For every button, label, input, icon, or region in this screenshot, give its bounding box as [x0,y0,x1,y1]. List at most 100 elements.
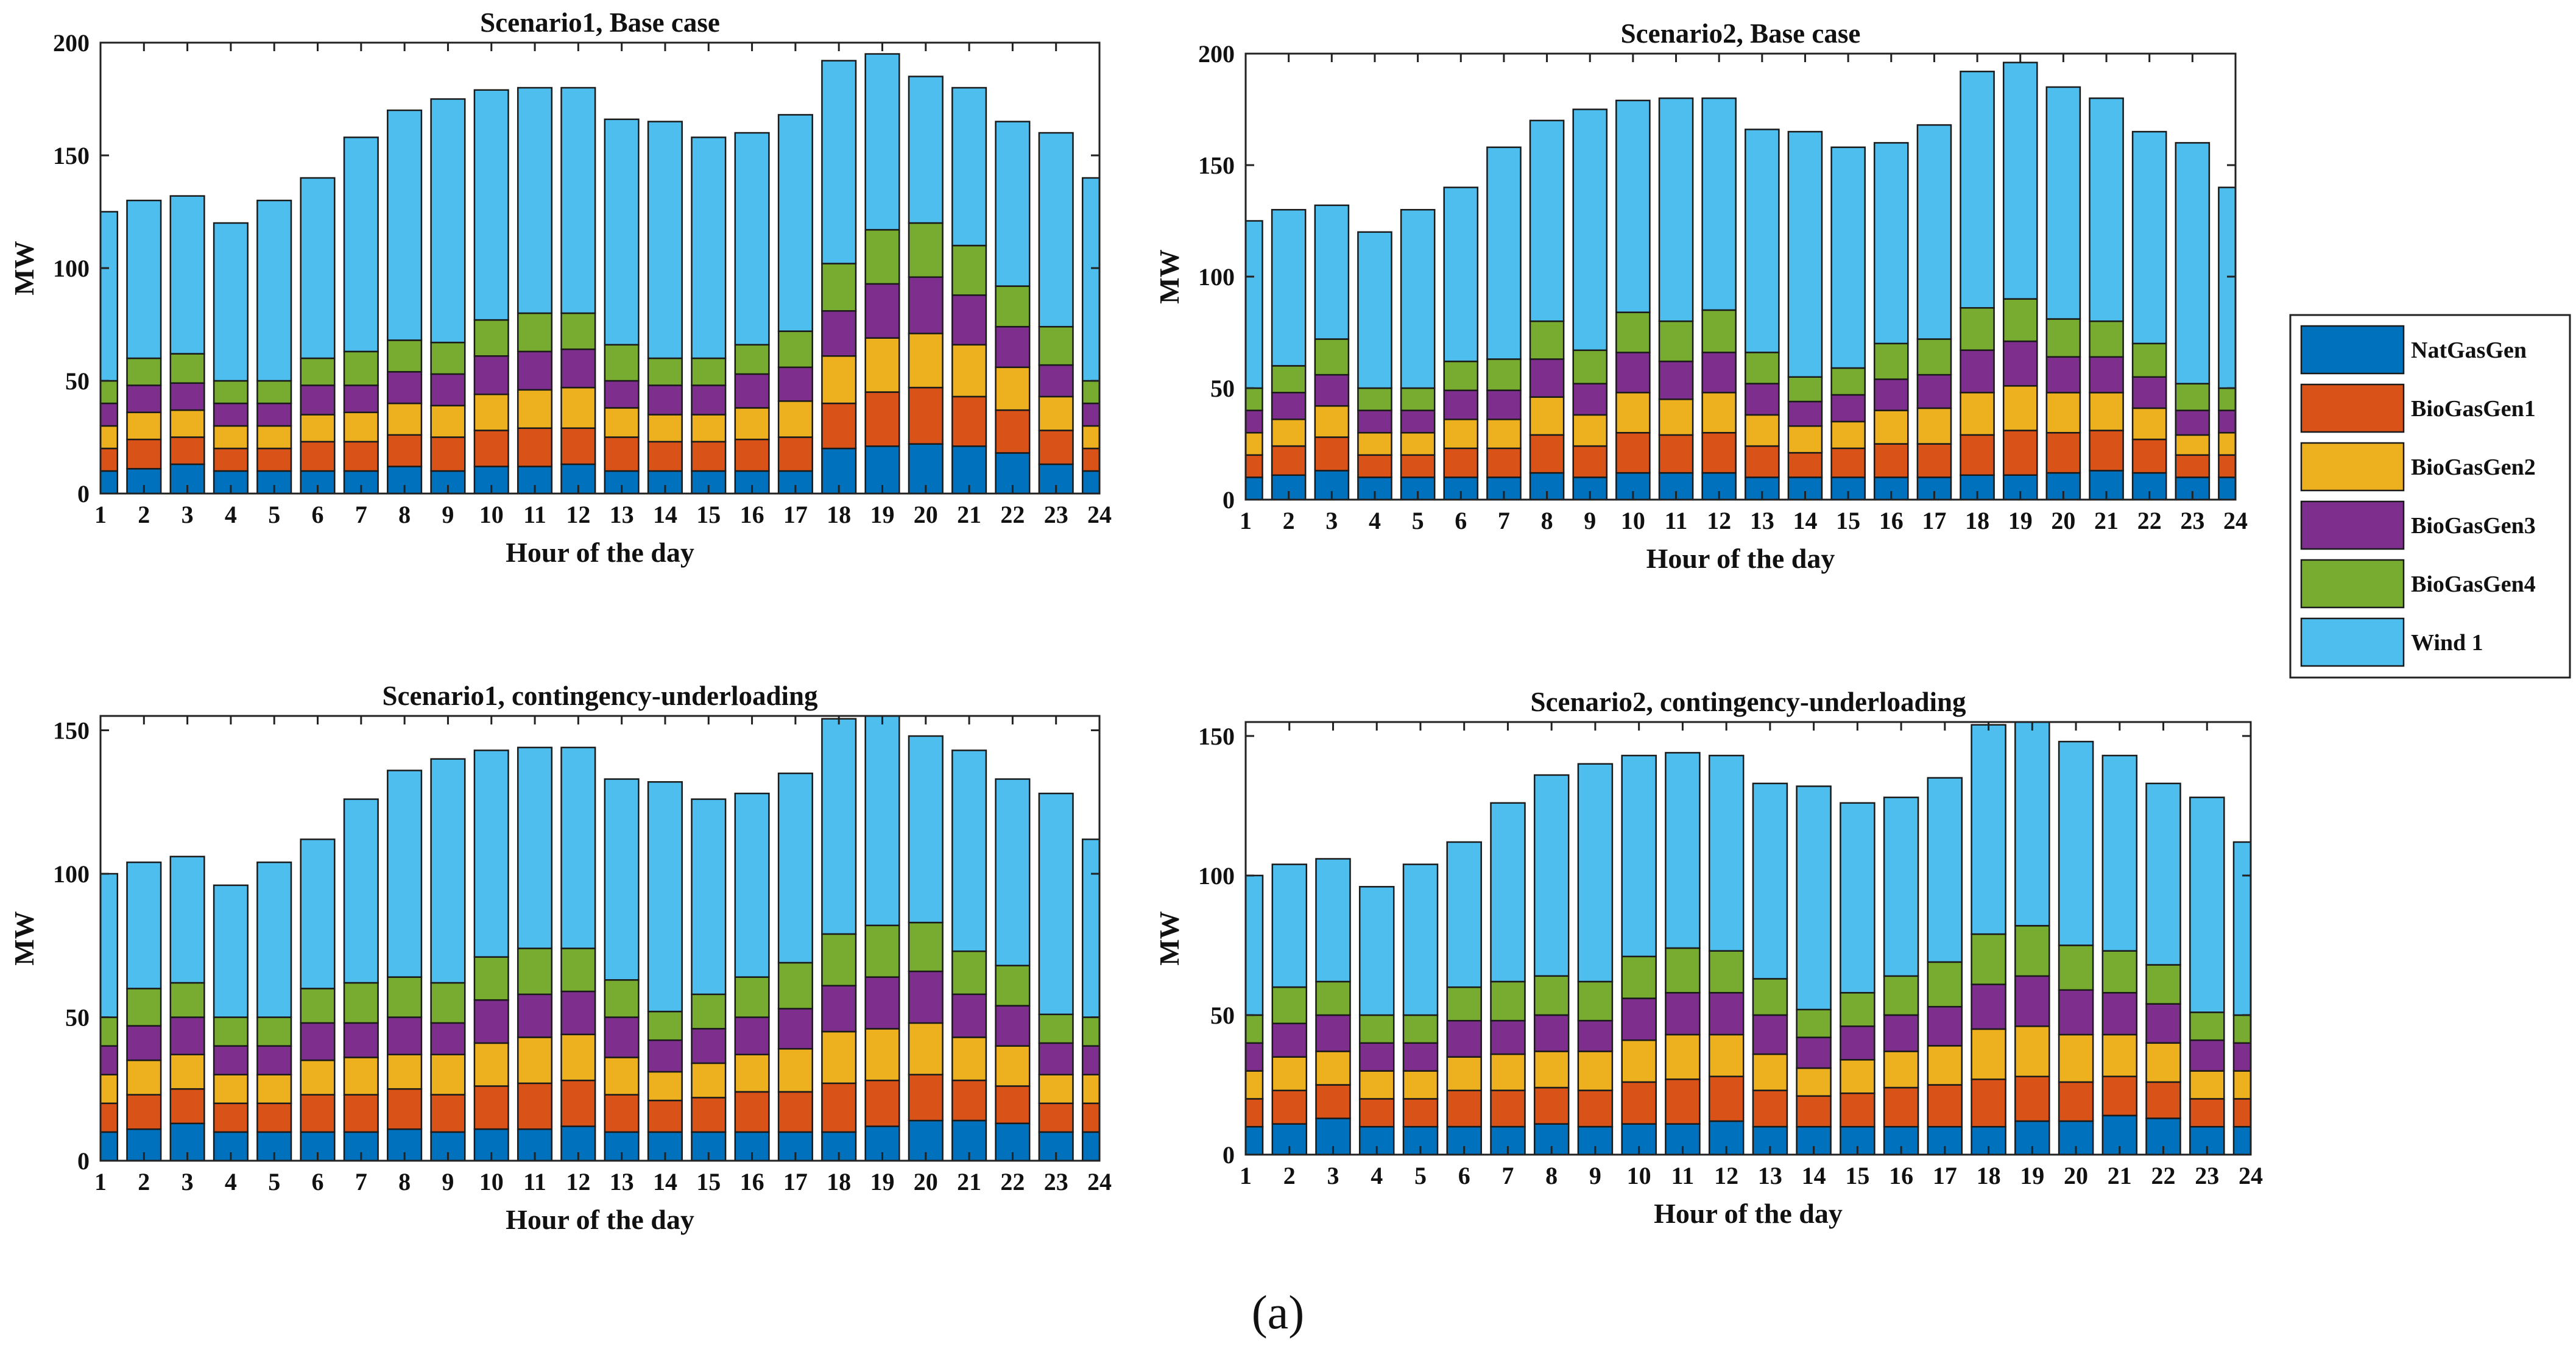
bar-segment-biogasgen1-hour-15 [1830,447,1866,478]
bar-group [101,716,1099,1161]
y-axis-label: MW [1154,249,1185,303]
bar-segment-biogasgen2-hour-7 [1486,418,1522,450]
bar-segment-biogasgen1-hour-22 [995,1085,1031,1124]
x-tick-label: 8 [1545,1162,1558,1189]
bar-segment-biogasgen3-hour-9 [1577,1019,1614,1052]
bar-segment-biogasgen1-hour-13 [1752,1089,1788,1128]
bar-segment-biogasgen4-hour-20 [2058,944,2094,991]
bar-segment-wind1-hour-8 [387,109,423,341]
bar-segment-wind1-hour-10 [473,89,509,321]
bar-segment-biogasgen2-hour-14 [647,414,683,443]
x-tick-label: 15 [1845,1162,1869,1189]
y-axis-label: MW [9,241,40,295]
bar-segment-biogasgen1-hour-6 [1443,447,1479,478]
bar-segment-biogasgen2-hour-4 [1358,1070,1395,1100]
bar-segment-biogasgen3-hour-17 [777,1008,813,1050]
bar-segment-biogasgen3-hour-13 [604,1016,640,1058]
bar-segment-natgasgen-hour-24 [2232,1125,2251,1155]
bar-segment-biogasgen1-hour-14 [647,1099,683,1133]
bar-segment-wind1-hour-5 [256,861,292,1018]
x-tick-label: 4 [225,501,237,528]
bar-segment-biogasgen4-hour-23 [2175,383,2211,411]
bar-segment-biogasgen2-hour-6 [300,414,336,443]
legend: NatGasGen BioGasGen1 BioGasGen2 BioGasGen3 B… [2289,314,2571,679]
bar-segment-biogasgen1-hour-7 [1490,1089,1526,1128]
y-tick-label: 0 [1223,1141,1235,1169]
bar-segment-wind1-hour-10 [1615,99,1651,313]
bar-segment-biogasgen3-hour-13 [1745,383,1780,416]
x-tick-label: 13 [1758,1162,1782,1189]
x-axis-label: Hour of the day [1646,543,1835,574]
plot-area [1246,54,2235,500]
bar-segment-biogasgen3-hour-15 [1840,1025,1876,1061]
legend-entry-label: BioGasGen2 [2411,455,2536,480]
legend-frame [2289,314,2571,679]
bar-segment-wind1-hour-1 [101,873,119,1018]
bar-segment-biogasgen1-hour-3 [169,1088,205,1125]
bar-segment-wind1-hour-12 [1701,97,1737,311]
bar-segment-biogasgen2-hour-5 [256,1074,292,1105]
x-tick-label: 9 [1589,1162,1601,1189]
bar-segment-biogasgen4-hour-15 [1830,367,1866,396]
bar-segment-biogasgen1-hour-6 [1446,1089,1482,1128]
bar-segment-biogasgen4-hour-16 [1883,975,1919,1016]
legend-swatch [2300,559,2405,609]
x-tick-label: 16 [1879,507,1904,534]
bar-segment-biogasgen3-hour-6 [300,384,336,416]
bar-segment-biogasgen3-hour-5 [256,1045,292,1075]
bar-segment-biogasgen2-hour-1 [1246,1070,1264,1100]
x-tick-label: 6 [312,1168,324,1195]
bar-segment-biogasgen2-hour-22 [995,366,1031,411]
bar-segment-biogasgen3-hour-7 [1490,1019,1526,1055]
x-tick-label: 2 [1283,1162,1296,1189]
bar-segment-biogasgen4-hour-4 [1357,387,1392,411]
chart-title: Scenario2, Base case [1621,18,1861,49]
plot-area [1246,722,2251,1155]
x-tick-label: 16 [740,1168,764,1195]
bar-segment-biogasgen4-hour-6 [300,988,336,1024]
bar-segment-biogasgen2-hour-23 [1038,395,1074,431]
bar-segment-biogasgen3-hour-11 [517,350,553,391]
bar-segment-biogasgen2-hour-22 [995,1045,1031,1087]
bar-segment-biogasgen1-hour-18 [821,402,857,450]
bar-segment-biogasgen2-hour-9 [430,405,466,438]
bar-segment-biogasgen3-hour-3 [169,382,205,411]
bar-segment-natgasgen-hour-7 [343,1131,379,1161]
bar-segment-wind1-hour-17 [777,772,813,964]
bar-segment-biogasgen3-hour-16 [734,1016,770,1055]
bar-segment-biogasgen4-hour-15 [691,993,727,1030]
bar-segment-biogasgen1-hour-18 [1971,1078,2006,1128]
bar-segment-biogasgen2-hour-21 [2089,392,2124,431]
bar-segment-biogasgen1-hour-3 [169,436,205,466]
bar-segment-biogasgen3-hour-12 [1708,992,1745,1036]
bar-segment-biogasgen2-hour-23 [1038,1074,1074,1105]
y-tick-label: 50 [1210,1002,1235,1029]
bar-segment-biogasgen4-hour-22 [2145,964,2181,1005]
bar-segment-biogasgen3-hour-4 [213,402,249,427]
bar-segment-biogasgen3-hour-10 [473,355,509,395]
bar-segment-biogasgen4-hour-1 [101,1016,119,1047]
bar-segment-biogasgen4-hour-3 [1314,338,1350,376]
bar-segment-biogasgen1-hour-9 [430,1094,466,1133]
bar-segment-biogasgen4-hour-4 [213,380,249,405]
bar-segment-biogasgen2-hour-13 [604,1057,640,1096]
bar-segment-biogasgen2-hour-15 [691,414,727,443]
bar-segment-biogasgen3-hour-11 [1658,360,1694,400]
bar-segment-biogasgen4-hour-9 [1572,349,1608,384]
bar-segment-biogasgen2-hour-10 [473,393,509,431]
bar-segment-biogasgen3-hour-20 [2058,989,2094,1036]
bar-segment-wind1-hour-17 [1916,124,1952,340]
bar-segment-biogasgen2-hour-19 [2014,1025,2050,1078]
bar-segment-wind1-hour-4 [213,222,249,382]
bar-segment-biogasgen4-hour-13 [604,979,640,1018]
bar-segment-wind1-hour-3 [169,195,205,355]
bar-segment-biogasgen3-hour-9 [430,1022,466,1055]
bar-segment-biogasgen4-hour-16 [1873,342,1909,380]
bar-segment-wind1-hour-15 [691,136,727,359]
bar-segment-biogasgen1-hour-8 [1529,434,1565,474]
bar-segment-biogasgen2-hour-16 [1883,1050,1919,1089]
bar-segment-wind1-hour-12 [560,746,596,949]
x-tick-label: 20 [2051,507,2075,534]
bar-segment-wind1-hour-4 [213,884,249,1018]
